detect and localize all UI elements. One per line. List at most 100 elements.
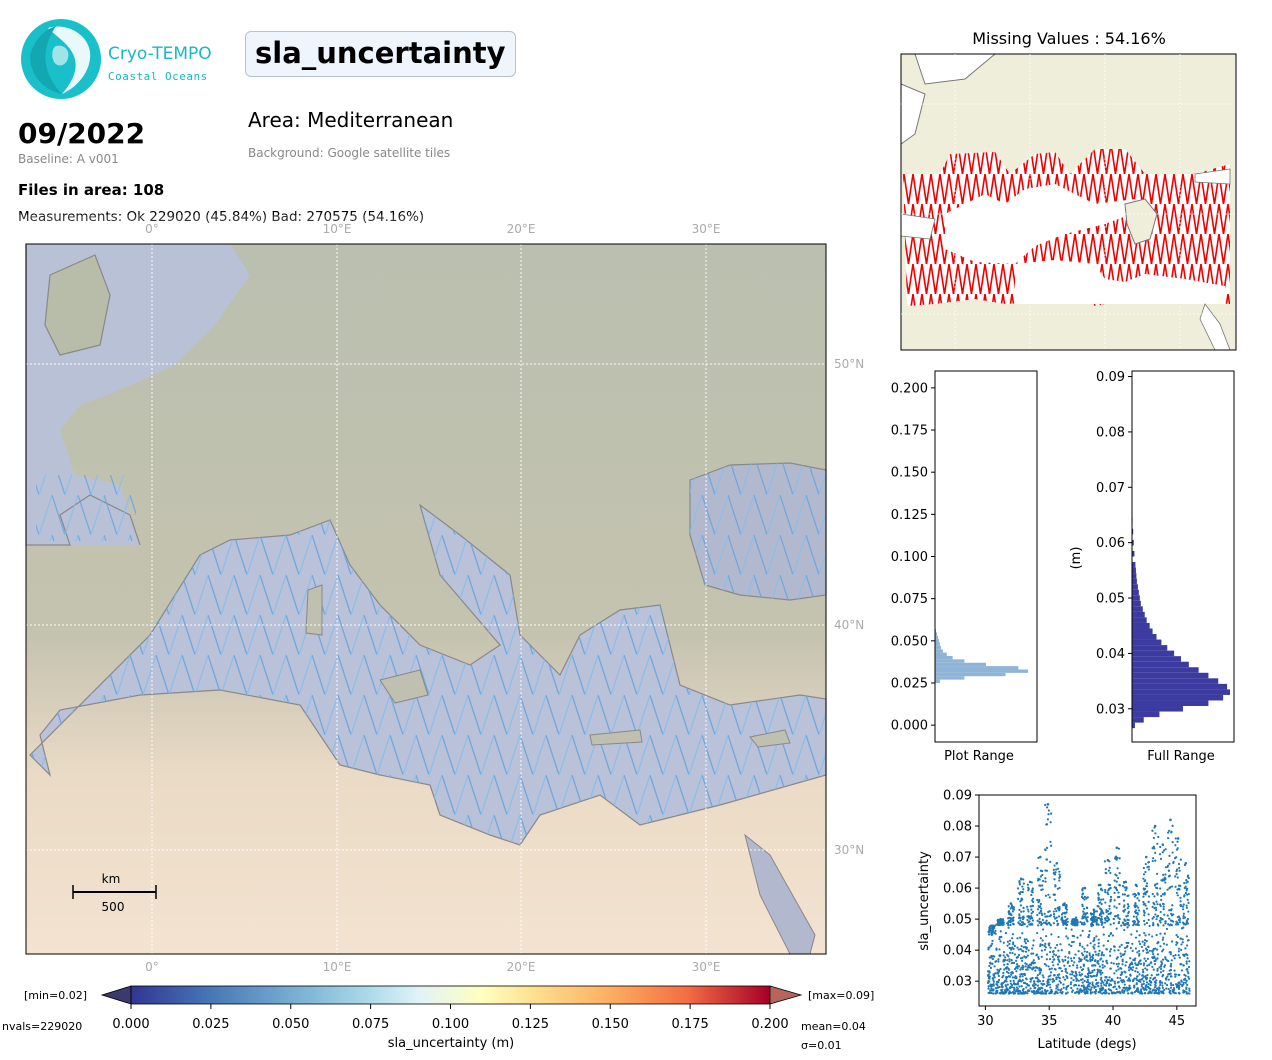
lon-label-bottom: 10°E — [323, 960, 352, 974]
scatter-point — [1038, 917, 1041, 920]
scatter-point — [1185, 962, 1188, 965]
scatter-point — [1093, 964, 1096, 967]
scatter-point — [1002, 941, 1005, 944]
scatter-point — [1031, 904, 1034, 907]
scatter-point — [1032, 959, 1035, 962]
scatter-point — [1115, 927, 1118, 930]
scatter-point — [1170, 885, 1174, 888]
scatter-point — [1182, 915, 1185, 918]
scatter-point — [1152, 836, 1155, 840]
scatter-point — [1127, 894, 1130, 897]
scatter-point — [1161, 981, 1164, 984]
scatter-point — [1168, 862, 1171, 865]
scatter-point — [1044, 894, 1048, 897]
scatter-point — [1047, 944, 1051, 947]
scatter-point — [1171, 841, 1174, 844]
scatter-point — [1136, 987, 1139, 991]
scatter-point — [1090, 986, 1093, 989]
scatter-point — [1186, 970, 1189, 973]
scatter-point — [1185, 960, 1188, 963]
scatter-point — [1002, 951, 1006, 954]
scatter-point — [995, 987, 998, 990]
lat-label: 30°N — [834, 843, 864, 857]
scatter-point — [991, 942, 994, 945]
scatter-point — [1072, 964, 1075, 967]
scatter-point — [1176, 915, 1179, 919]
scatter-point — [1160, 918, 1163, 921]
scatter-point — [1071, 971, 1075, 974]
scatter-point — [997, 958, 1000, 961]
scatter-point — [1143, 932, 1146, 935]
scatter-point — [1182, 981, 1185, 984]
scatter-point — [1094, 988, 1098, 992]
scatter-point — [1095, 982, 1098, 986]
scatter-point — [1059, 981, 1062, 984]
scatter-point — [1148, 963, 1151, 966]
scatter-point — [1182, 922, 1186, 925]
scatter-point — [1078, 971, 1081, 974]
scatter-point — [1176, 847, 1179, 850]
scatter-point — [1131, 942, 1134, 945]
full-range-histogram: 0.030.040.050.060.070.080.09 Full Range … — [1069, 370, 1235, 764]
scatter-peak-point — [1124, 880, 1128, 884]
plot-range-histogram: 0.000 0.025 0.050 0.075 0.100 0.125 0.150 0.175… — [891, 370, 1038, 764]
scatter-point — [1007, 955, 1010, 958]
scatter-point — [1124, 908, 1127, 911]
scatter-point — [1073, 921, 1077, 924]
scatter-point — [1074, 916, 1078, 919]
scatter-point — [1168, 854, 1171, 857]
scatter-point — [1147, 982, 1150, 986]
scatter-point — [1152, 968, 1155, 971]
scatter-point — [1070, 959, 1073, 962]
scatter-peak-point — [1169, 818, 1172, 822]
scatter-point — [1036, 908, 1040, 911]
scatter-point — [1013, 953, 1017, 956]
scatter-point — [1152, 915, 1155, 919]
histogram-bar — [1132, 661, 1189, 668]
scatter-point — [1173, 969, 1176, 972]
y-tick-label: 0.07 — [1096, 481, 1125, 496]
scatter-point — [1074, 991, 1077, 994]
scatter-point — [1163, 988, 1166, 991]
scatter-point — [1040, 992, 1043, 995]
scatter-point — [1004, 956, 1007, 959]
scatter-point — [992, 955, 995, 958]
scatter-point — [1127, 911, 1130, 915]
scatter-point — [1083, 947, 1086, 950]
colorbar-tick-label: 0.200 — [751, 1017, 788, 1032]
scatter-point — [1106, 978, 1109, 982]
y-tick-label: 0.125 — [891, 508, 928, 523]
scatter-point — [1005, 967, 1008, 970]
scatter-point — [1025, 946, 1028, 949]
y-tick-label: 0.05 — [1096, 592, 1125, 607]
scatter-point — [1152, 857, 1155, 860]
scatter-point — [1101, 971, 1104, 974]
scatter-frame — [978, 794, 1197, 1007]
histogram-bar — [1132, 711, 1160, 718]
scatter-point — [1049, 971, 1053, 974]
nvals-label: nvals=229020 — [2, 1020, 82, 1033]
scatter-point — [1180, 927, 1184, 930]
scatter-point — [1167, 869, 1171, 872]
scatter-point — [1045, 953, 1049, 956]
scatter-point — [1169, 964, 1172, 968]
scatter-point — [1152, 953, 1155, 956]
scatter-point — [1174, 983, 1178, 986]
scatter-point — [1099, 888, 1103, 891]
scatter-point — [1098, 965, 1101, 968]
scatter-point — [1151, 892, 1154, 896]
scatter-point — [1047, 975, 1050, 978]
scatter-point — [1056, 963, 1060, 966]
scatter-point — [1025, 978, 1028, 981]
scatter-point — [1113, 879, 1116, 882]
scatter-point — [1151, 859, 1154, 863]
scatter-point — [1077, 950, 1080, 953]
scatter-point — [1087, 988, 1090, 991]
scatter-point — [1022, 910, 1025, 913]
scatter-point — [1163, 964, 1167, 967]
main-map: 0° 10°E 20°E 30°E 0° 10°E 20°E 30°E 50°N… — [0, 215, 880, 985]
scatter-point — [1043, 983, 1046, 986]
scatter-point — [1079, 934, 1082, 937]
scatter-point — [1030, 908, 1033, 911]
scatter-point — [1175, 873, 1178, 876]
